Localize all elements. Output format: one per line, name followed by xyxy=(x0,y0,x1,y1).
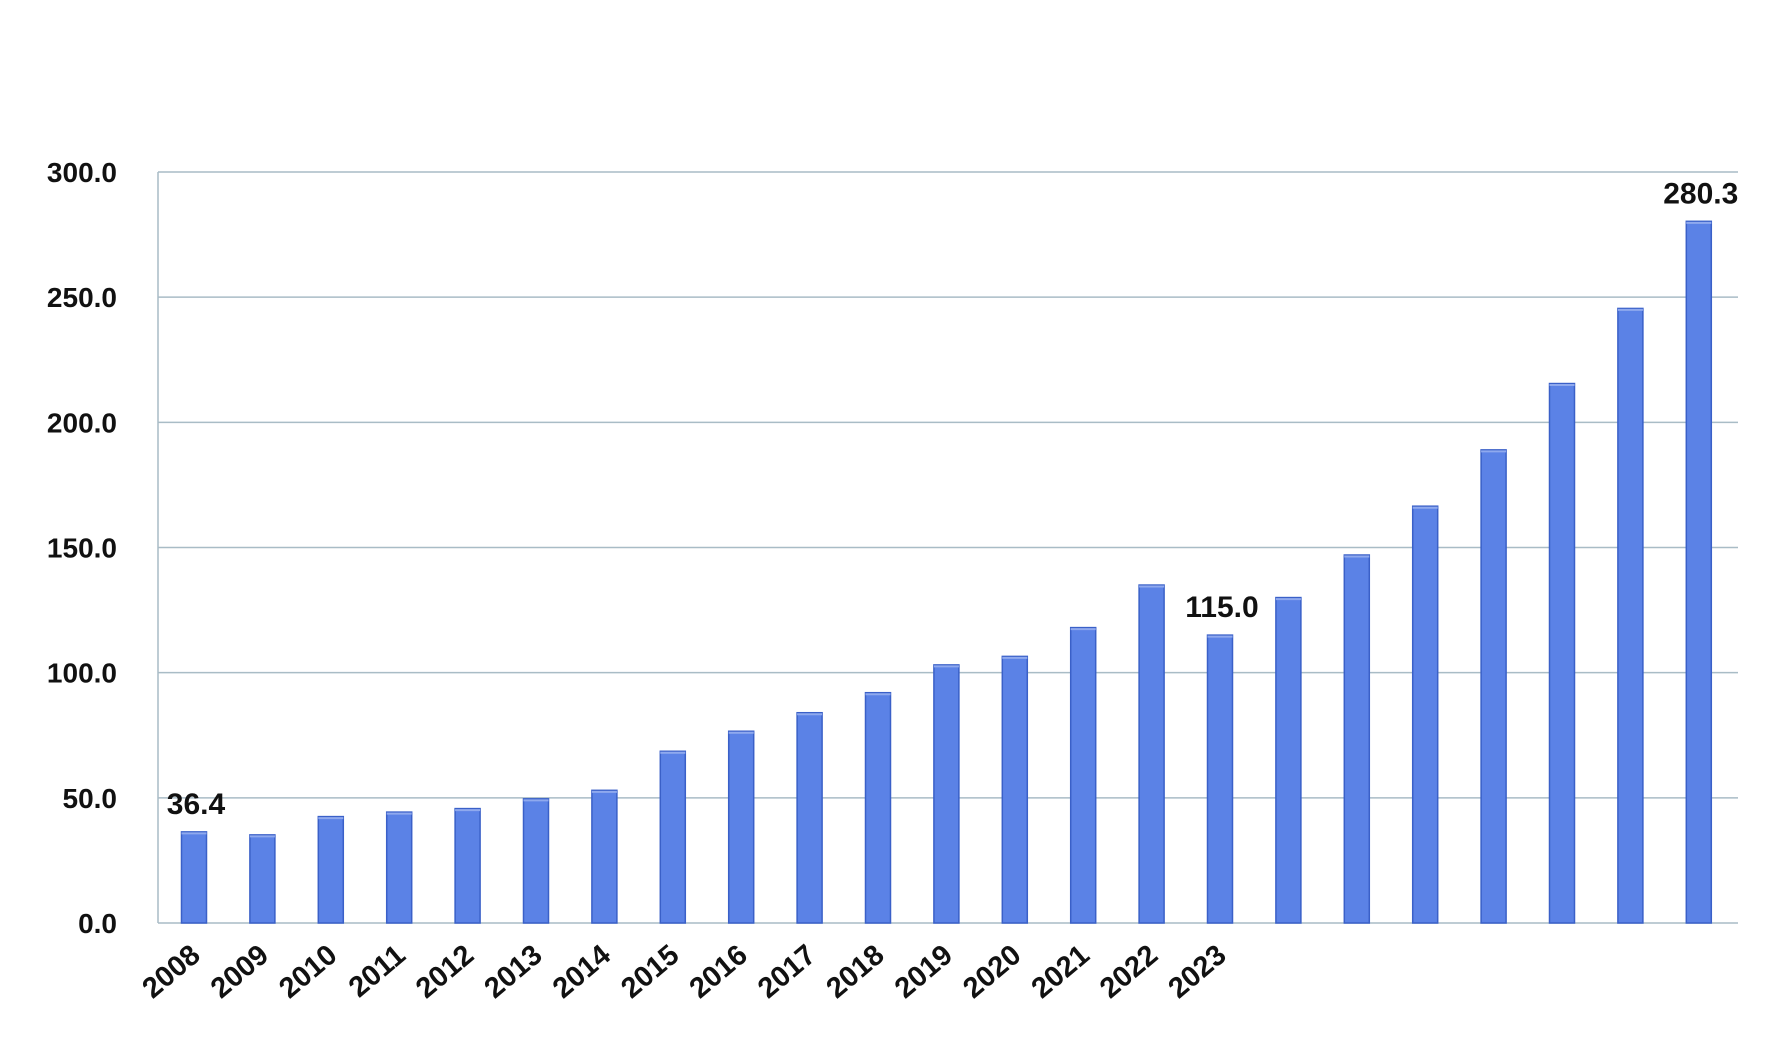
y-tick-label: 50.0 xyxy=(63,783,118,814)
bar xyxy=(1206,634,1234,924)
bar xyxy=(591,789,618,924)
bar xyxy=(1275,596,1302,924)
bar xyxy=(1069,626,1097,924)
x-tick-label: 2014 xyxy=(547,939,617,1005)
bar xyxy=(249,834,276,924)
y-tick-label: 200.0 xyxy=(47,407,117,438)
x-tick-label: 2009 xyxy=(205,939,275,1005)
bar xyxy=(1138,584,1165,924)
bars xyxy=(180,220,1713,924)
bar xyxy=(385,811,413,924)
y-tick-label: 150.0 xyxy=(47,533,117,564)
y-tick-label: 0.0 xyxy=(78,908,117,939)
bar xyxy=(659,750,687,924)
x-tick-label: 2017 xyxy=(752,939,822,1005)
y-axis-tick-labels: 0.0 50.0 100.0 150.0 200.0 250.0 300.0 xyxy=(47,157,117,939)
bar xyxy=(864,691,892,924)
x-tick-label: 2013 xyxy=(479,939,549,1005)
bar xyxy=(1548,382,1576,924)
bar xyxy=(1480,449,1507,924)
bar xyxy=(1343,554,1371,924)
bar xyxy=(933,664,960,924)
bar xyxy=(796,711,823,924)
x-tick-label: 2023 xyxy=(1163,939,1233,1005)
bar xyxy=(522,798,550,924)
data-label: 115.0 xyxy=(1185,591,1258,624)
x-tick-label: 2011 xyxy=(343,939,412,1004)
bar xyxy=(180,831,208,924)
bar xyxy=(317,815,345,924)
x-tick-label: 2010 xyxy=(273,939,343,1005)
bar xyxy=(1411,505,1439,924)
x-tick-label: 2015 xyxy=(615,939,685,1005)
bar xyxy=(454,807,481,924)
bar xyxy=(1001,655,1029,924)
x-tick-label: 2021 xyxy=(1026,939,1096,1005)
data-label: 280.3 xyxy=(1663,177,1738,210)
bar xyxy=(1685,220,1713,924)
x-tick-label: 2020 xyxy=(957,939,1027,1005)
data-labels: 36.4 115.0 280.3 xyxy=(167,177,1739,821)
x-tick-label: 2016 xyxy=(684,939,754,1005)
x-tick-label: 2019 xyxy=(889,939,959,1005)
data-label: 36.4 xyxy=(167,788,226,821)
y-tick-label: 100.0 xyxy=(47,658,117,689)
y-tick-label: 300.0 xyxy=(47,157,117,188)
x-tick-label: 2018 xyxy=(821,939,891,1005)
y-tick-label: 250.0 xyxy=(47,282,117,313)
x-tick-label: 2008 xyxy=(137,939,207,1005)
bar xyxy=(1617,307,1644,924)
bar xyxy=(727,730,755,924)
x-tick-label: 2022 xyxy=(1094,939,1164,1005)
x-tick-label: 2012 xyxy=(410,939,480,1005)
